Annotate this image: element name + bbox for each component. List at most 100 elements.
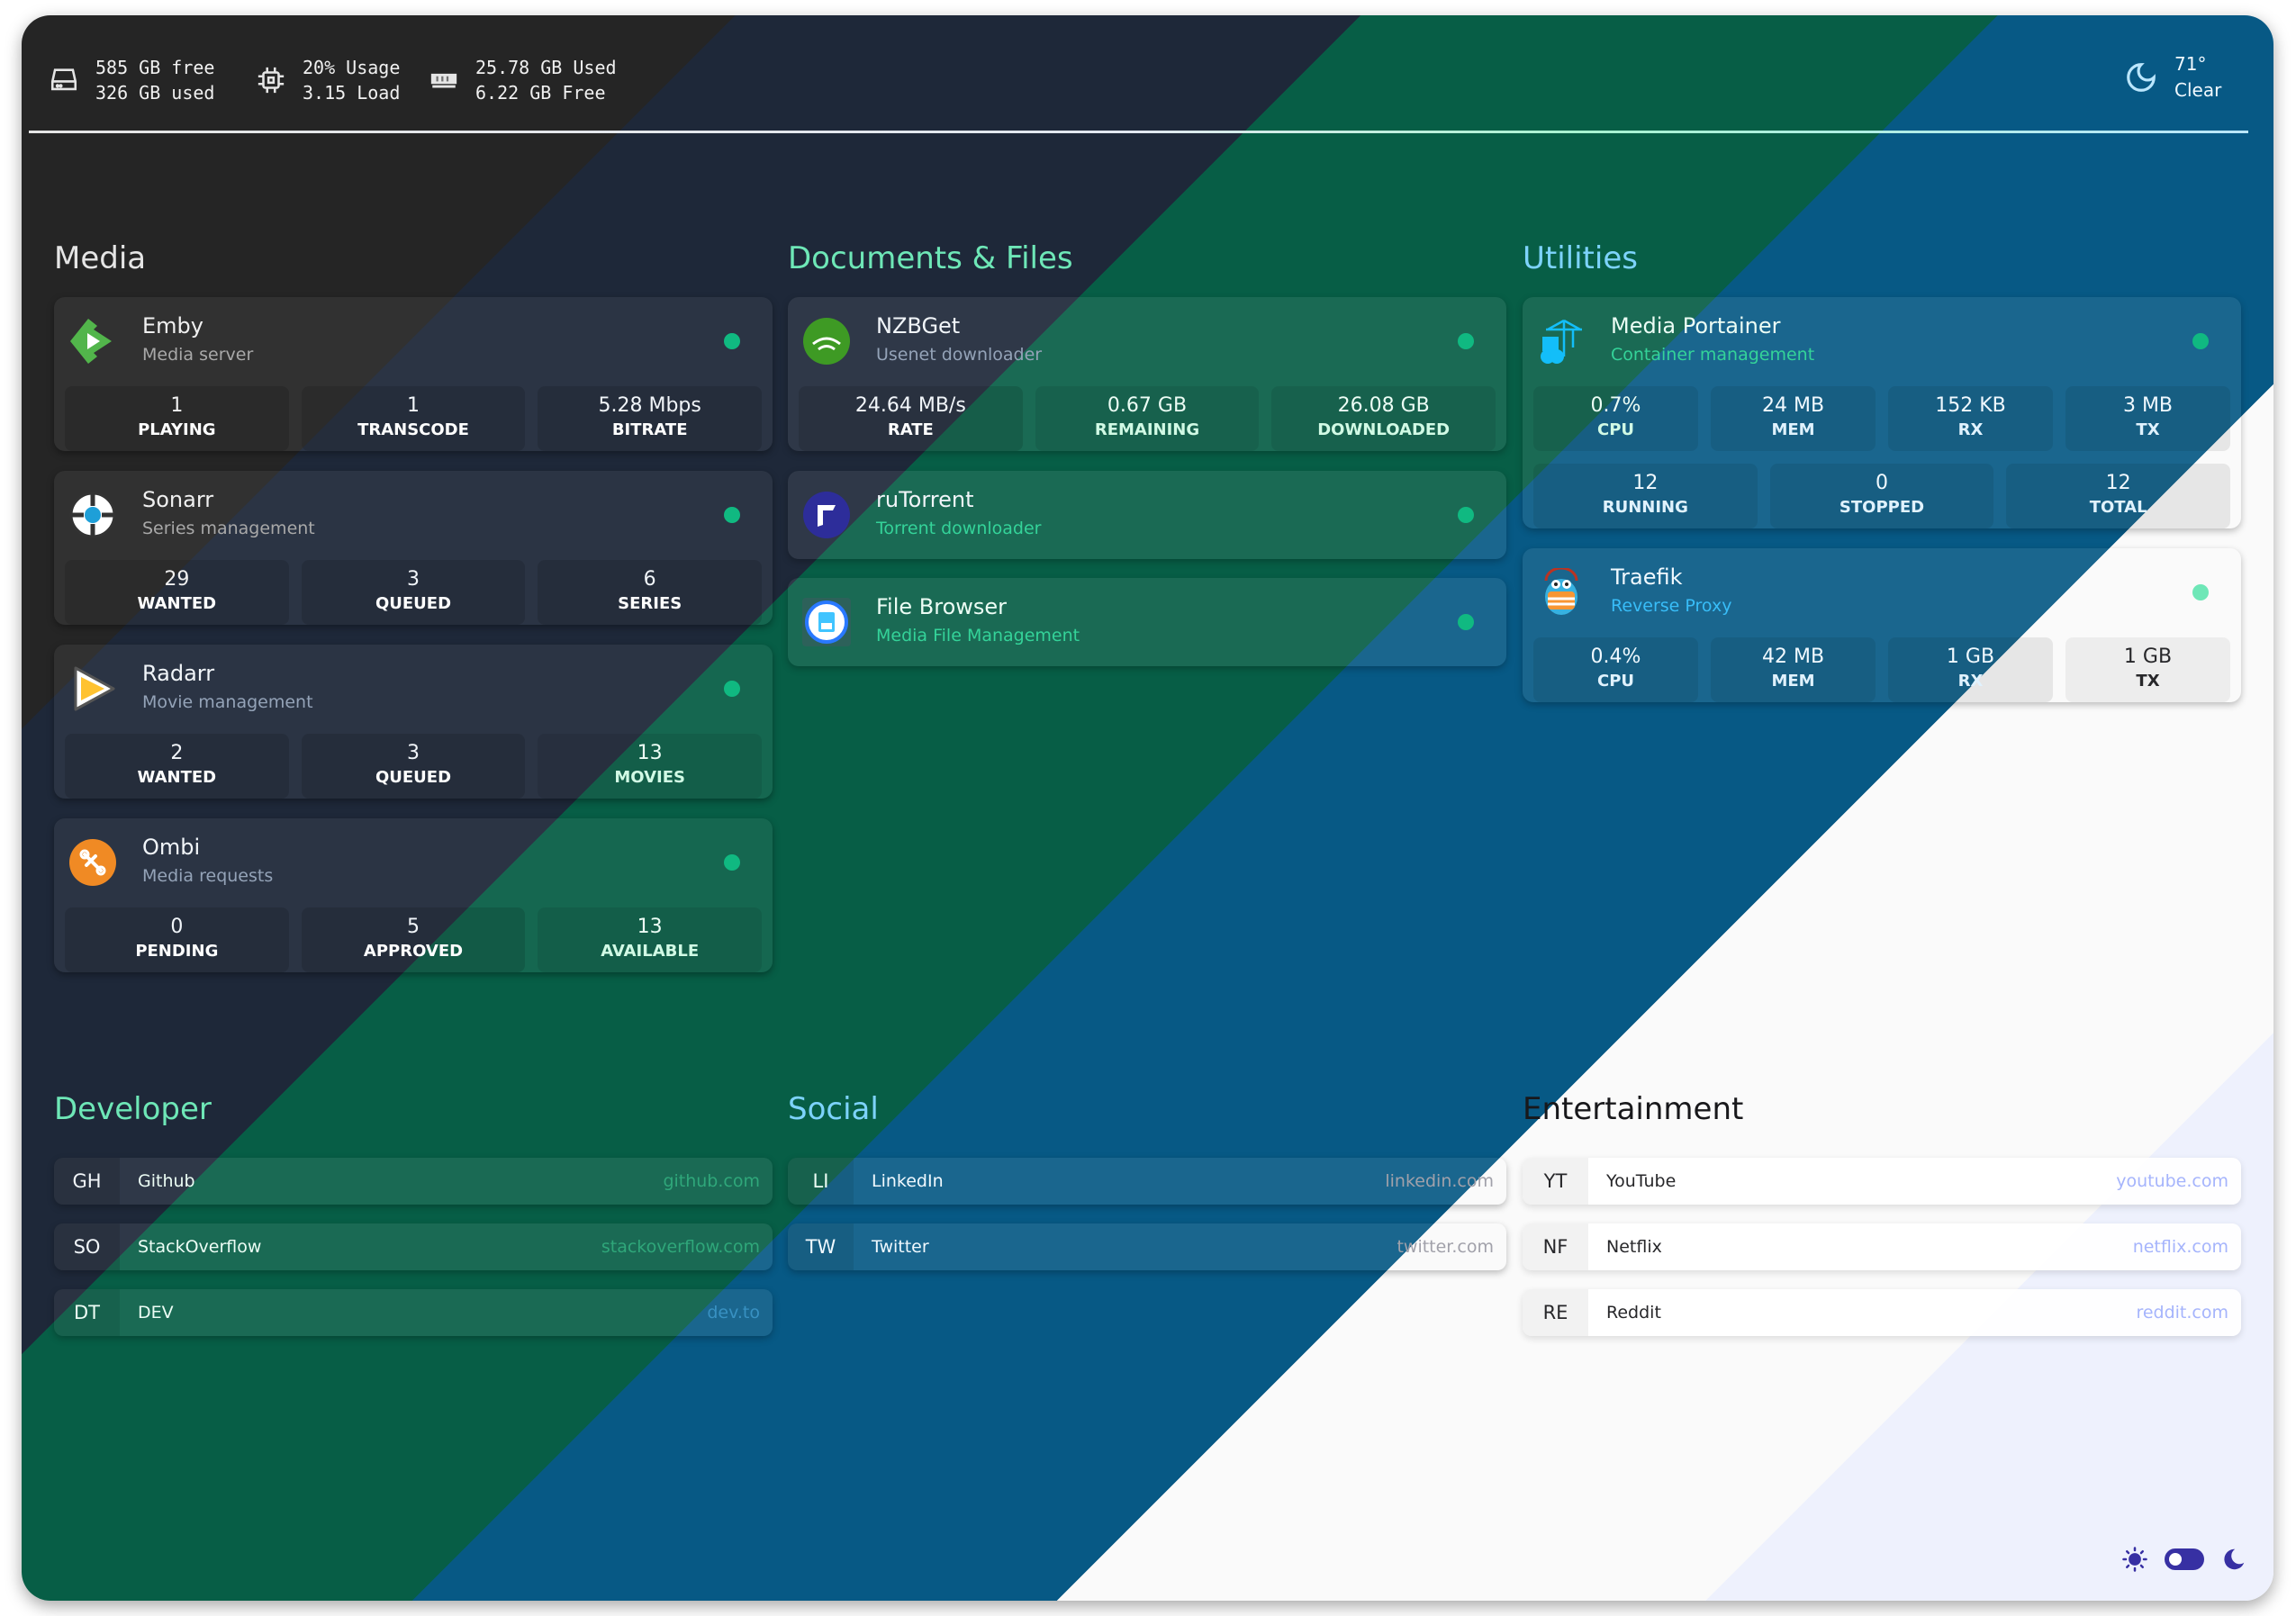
stat-box: 5 APPROVED bbox=[301, 907, 526, 972]
stats-row: 0 PENDING 5 APPROVED 13 AVAILABLE bbox=[54, 907, 773, 972]
stat-box: 0.4% CPU bbox=[1533, 637, 1698, 702]
bookmark-name[interactable]: DEV bbox=[138, 1303, 174, 1323]
sun-icon[interactable] bbox=[2121, 1546, 2148, 1573]
bookmark-name[interactable]: Github bbox=[138, 1171, 195, 1191]
bookmark-link-netflix[interactable]: NF Netflix netflix.com bbox=[1523, 1223, 2241, 1270]
stat-label: AVAILABLE bbox=[601, 942, 700, 961]
service-card-emby[interactable]: Emby Media server 1 PLAYING 1 TRANSCODE 5.28 M… bbox=[54, 297, 773, 451]
weather-widget: 71° Clear bbox=[2124, 51, 2221, 104]
traefik-logo-icon bbox=[1537, 566, 1586, 617]
service-card-nzbget[interactable]: NZBGet Usenet downloader 24.64 MB/s RATE 0.6… bbox=[788, 297, 1506, 451]
service-name[interactable]: Ombi bbox=[142, 835, 201, 860]
section-title: Documents & Files bbox=[788, 240, 1073, 276]
service-card-header[interactable]: Emby Media server bbox=[54, 297, 773, 386]
bookmark-link-dev[interactable]: DT DEV dev.to bbox=[54, 1289, 773, 1336]
stat-value: 26.08 GB bbox=[1337, 394, 1430, 417]
bookmark-url[interactable]: netflix.com bbox=[2132, 1237, 2228, 1257]
service-card-header[interactable]: ruTorrent Torrent downloader bbox=[788, 471, 1506, 559]
stat-box: 6 SERIES bbox=[538, 560, 762, 625]
bookmark-abbr: GH bbox=[54, 1158, 120, 1205]
bookmark-url[interactable]: youtube.com bbox=[2116, 1171, 2228, 1191]
stat-label: CPU bbox=[1596, 672, 1635, 691]
stat-label: CPU bbox=[1596, 420, 1635, 439]
status-dot bbox=[724, 854, 740, 871]
section-title: Utilities bbox=[1523, 240, 1638, 276]
dashboard-panel: 585 GB free 326 GB used 20% Usage 3.15 Loa… bbox=[22, 15, 2273, 1601]
stat-box: 1 GB TX bbox=[2065, 637, 2230, 702]
bookmark-name[interactable]: Reddit bbox=[1606, 1303, 1661, 1323]
stat-box: 3 QUEUED bbox=[301, 560, 526, 625]
nzbget-logo-icon bbox=[802, 317, 851, 366]
service-card-sonarr[interactable]: Sonarr Series management 29 WANTED 3 QUEUED 6 S… bbox=[54, 471, 773, 625]
bookmark-name[interactable]: Twitter bbox=[872, 1237, 929, 1257]
bookmark-link-linkedin[interactable]: LI LinkedIn linkedin.com bbox=[788, 1158, 1506, 1205]
theme-switch[interactable] bbox=[2165, 1548, 2204, 1570]
service-subtitle: Media File Management bbox=[876, 626, 1080, 645]
service-name[interactable]: File Browser bbox=[876, 594, 1008, 619]
status-dot bbox=[1458, 507, 1474, 523]
bookmark-name[interactable]: LinkedIn bbox=[872, 1171, 944, 1191]
radarr-logo-icon bbox=[68, 664, 117, 713]
service-card-header[interactable]: Radarr Movie management bbox=[54, 645, 773, 734]
service-name[interactable]: NZBGet bbox=[876, 313, 961, 339]
service-card-radarr[interactable]: Radarr Movie management 2 WANTED 3 QUEUED 13 MO… bbox=[54, 645, 773, 799]
service-card-file-browser[interactable]: File Browser Media File Management bbox=[788, 578, 1506, 666]
stat-label: TOTAL bbox=[2089, 498, 2147, 517]
service-card-header[interactable]: Media Portainer Container management bbox=[1523, 297, 2241, 386]
bookmark-name[interactable]: YouTube bbox=[1606, 1171, 1677, 1191]
service-card-header[interactable]: Sonarr Series management bbox=[54, 471, 773, 560]
ombi-logo-icon bbox=[68, 838, 117, 887]
moon-icon[interactable] bbox=[2220, 1546, 2247, 1573]
service-card-ombi[interactable]: Ombi Media requests 0 PENDING 5 APPROVED 13 AVA… bbox=[54, 818, 773, 972]
stats-row: 12 RUNNING 0 STOPPED 12 TOTAL bbox=[1523, 464, 2241, 528]
bookmark-url[interactable]: github.com bbox=[663, 1171, 760, 1191]
stat-value: 42 MB bbox=[1761, 645, 1825, 668]
service-card-media-portainer[interactable]: Media Portainer Container management 0.7% C… bbox=[1523, 297, 2241, 528]
cpu-icon bbox=[258, 67, 285, 94]
bookmark-url[interactable]: stackoverflow.com bbox=[601, 1237, 760, 1257]
service-card-traefik[interactable]: Traefik Reverse Proxy 0.4% CPU 42 MB MEM 1 GB R… bbox=[1523, 548, 2241, 702]
status-dot bbox=[724, 333, 740, 349]
bookmark-link-twitter[interactable]: TW Twitter twitter.com bbox=[788, 1223, 1506, 1270]
filebrowser-logo-icon bbox=[802, 598, 851, 646]
stat-label: RATE bbox=[887, 420, 934, 439]
memory-icon bbox=[430, 73, 457, 88]
bookmark-link-youtube[interactable]: YT YouTube youtube.com bbox=[1523, 1158, 2241, 1205]
service-name[interactable]: Emby bbox=[142, 313, 203, 339]
bookmark-url[interactable]: twitter.com bbox=[1397, 1237, 1494, 1257]
stats-row: 1 PLAYING 1 TRANSCODE 5.28 Mbps BITRATE bbox=[54, 386, 773, 451]
bookmark-url[interactable]: reddit.com bbox=[2136, 1303, 2228, 1323]
service-name[interactable]: ruTorrent bbox=[876, 487, 974, 512]
stat-value: 12 bbox=[1632, 472, 1659, 494]
bookmark-url[interactable]: linkedin.com bbox=[1385, 1171, 1494, 1191]
service-card-header[interactable]: Ombi Media requests bbox=[54, 818, 773, 907]
bookmark-name[interactable]: StackOverflow bbox=[138, 1237, 262, 1257]
bookmark-link-reddit[interactable]: RE Reddit reddit.com bbox=[1523, 1289, 2241, 1336]
stat-value: 6 bbox=[643, 568, 656, 591]
rutorrent-logo-icon bbox=[802, 491, 851, 539]
bookmark-abbr: RE bbox=[1523, 1289, 1588, 1336]
stat-value: 0 bbox=[170, 916, 184, 938]
stat-box: 3 QUEUED bbox=[301, 734, 526, 799]
bookmark-link-stackoverflow[interactable]: SO StackOverflow stackoverflow.com bbox=[54, 1223, 773, 1270]
bookmark-link-github[interactable]: GH Github github.com bbox=[54, 1158, 773, 1205]
service-card-header[interactable]: NZBGet Usenet downloader bbox=[788, 297, 1506, 386]
theme-toggle[interactable] bbox=[2121, 1546, 2247, 1573]
bookmark-url[interactable]: dev.to bbox=[707, 1303, 760, 1323]
bookmark-group-entertainment: Entertainment YT YouTube youtube.com NF Netfl… bbox=[1523, 1087, 2241, 1355]
stat-value: 12 bbox=[2105, 472, 2131, 494]
service-card-rutorrent[interactable]: ruTorrent Torrent downloader bbox=[788, 471, 1506, 559]
stat-value: 3 bbox=[406, 742, 420, 764]
service-name[interactable]: Radarr bbox=[142, 661, 215, 686]
bookmark-abbr: NF bbox=[1523, 1223, 1588, 1270]
status-dot bbox=[1458, 614, 1474, 630]
service-name[interactable]: Sonarr bbox=[142, 487, 214, 512]
bookmark-abbr: YT bbox=[1523, 1158, 1588, 1205]
service-name[interactable]: Media Portainer bbox=[1611, 313, 1781, 339]
service-card-header[interactable]: File Browser Media File Management bbox=[788, 578, 1506, 666]
service-group-media: Media Emby Media server 1 PLAYING 1 TRANSCODE 5… bbox=[54, 236, 773, 992]
stats-row: 0.7% CPU 24 MB MEM 152 KB RX 3 MB TX bbox=[1523, 386, 2241, 451]
service-name[interactable]: Traefik bbox=[1611, 564, 1683, 590]
bookmark-name[interactable]: Netflix bbox=[1606, 1237, 1662, 1257]
service-card-header[interactable]: Traefik Reverse Proxy bbox=[1523, 548, 2241, 637]
